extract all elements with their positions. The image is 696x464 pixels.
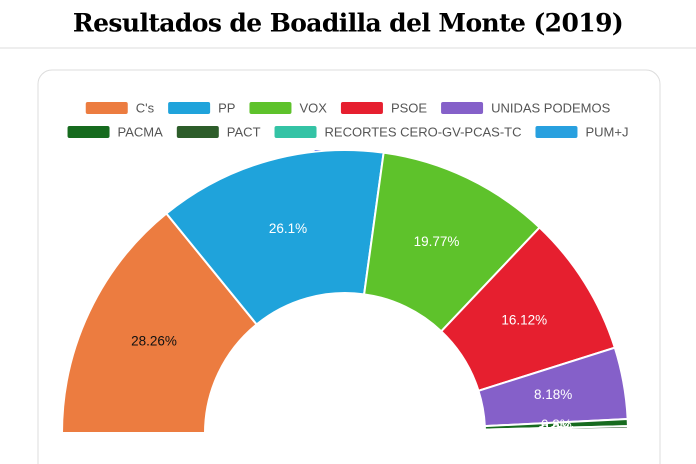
legend: C's PP VOX PSOE UNIDAS PODEMOS PACMA PACT RECOR… <box>67 100 628 163</box>
legend-swatch <box>168 102 211 114</box>
legend-label: RECORTES CERO-GV-PCAS-TC <box>325 124 522 139</box>
card <box>37 69 661 464</box>
legend-item: UNIDAS PODEMOS <box>441 100 611 115</box>
legend-swatch <box>85 102 128 114</box>
legend-item: VOX <box>249 100 327 115</box>
legend-item: RECORTES CERO-GV-PCAS-TC <box>274 124 522 139</box>
legend-swatch <box>340 102 383 114</box>
value-label: 16.12% <box>501 312 547 327</box>
segment <box>483 430 630 434</box>
legend-swatch <box>441 102 484 114</box>
legend-label: PACMA <box>118 124 164 139</box>
legend-swatch <box>274 126 317 138</box>
legend-item: PSOE <box>340 100 427 115</box>
legend-swatch <box>176 126 219 138</box>
legend-item: PUM+J <box>535 124 628 139</box>
chart-title: Resultados de Boadilla del Monte (2019) <box>73 9 623 38</box>
legend-label: PACT <box>227 124 261 139</box>
value-label: 0.12% <box>537 424 575 439</box>
segment <box>60 212 259 434</box>
value-label: 26.1% <box>269 221 307 236</box>
value-label: 8.18% <box>534 387 572 402</box>
value-label: 19.77% <box>414 234 460 249</box>
legend-swatch <box>249 102 292 114</box>
segment <box>164 149 385 326</box>
legend-label: PP <box>218 100 235 115</box>
legend-swatch <box>67 126 110 138</box>
legend-item: PACMA <box>67 124 164 139</box>
legend-item: PP <box>168 100 235 115</box>
value-label: 0.15% <box>537 423 575 438</box>
plot: 28.26%26.1%19.77%16.12%8.18%0.8%0.3%0.2%… <box>60 149 630 439</box>
legend-label: VOX <box>299 100 327 115</box>
legend-label: PUM+J <box>585 124 628 139</box>
legend-item: C's <box>85 100 155 115</box>
legend-label: C's <box>136 100 155 115</box>
legend-item: PACT <box>176 124 261 139</box>
legend-label: UNIDAS PODEMOS <box>491 100 611 115</box>
legend-label: PSOE <box>391 100 427 115</box>
legend-swatch <box>535 126 578 138</box>
value-label: 28.26% <box>131 334 177 349</box>
